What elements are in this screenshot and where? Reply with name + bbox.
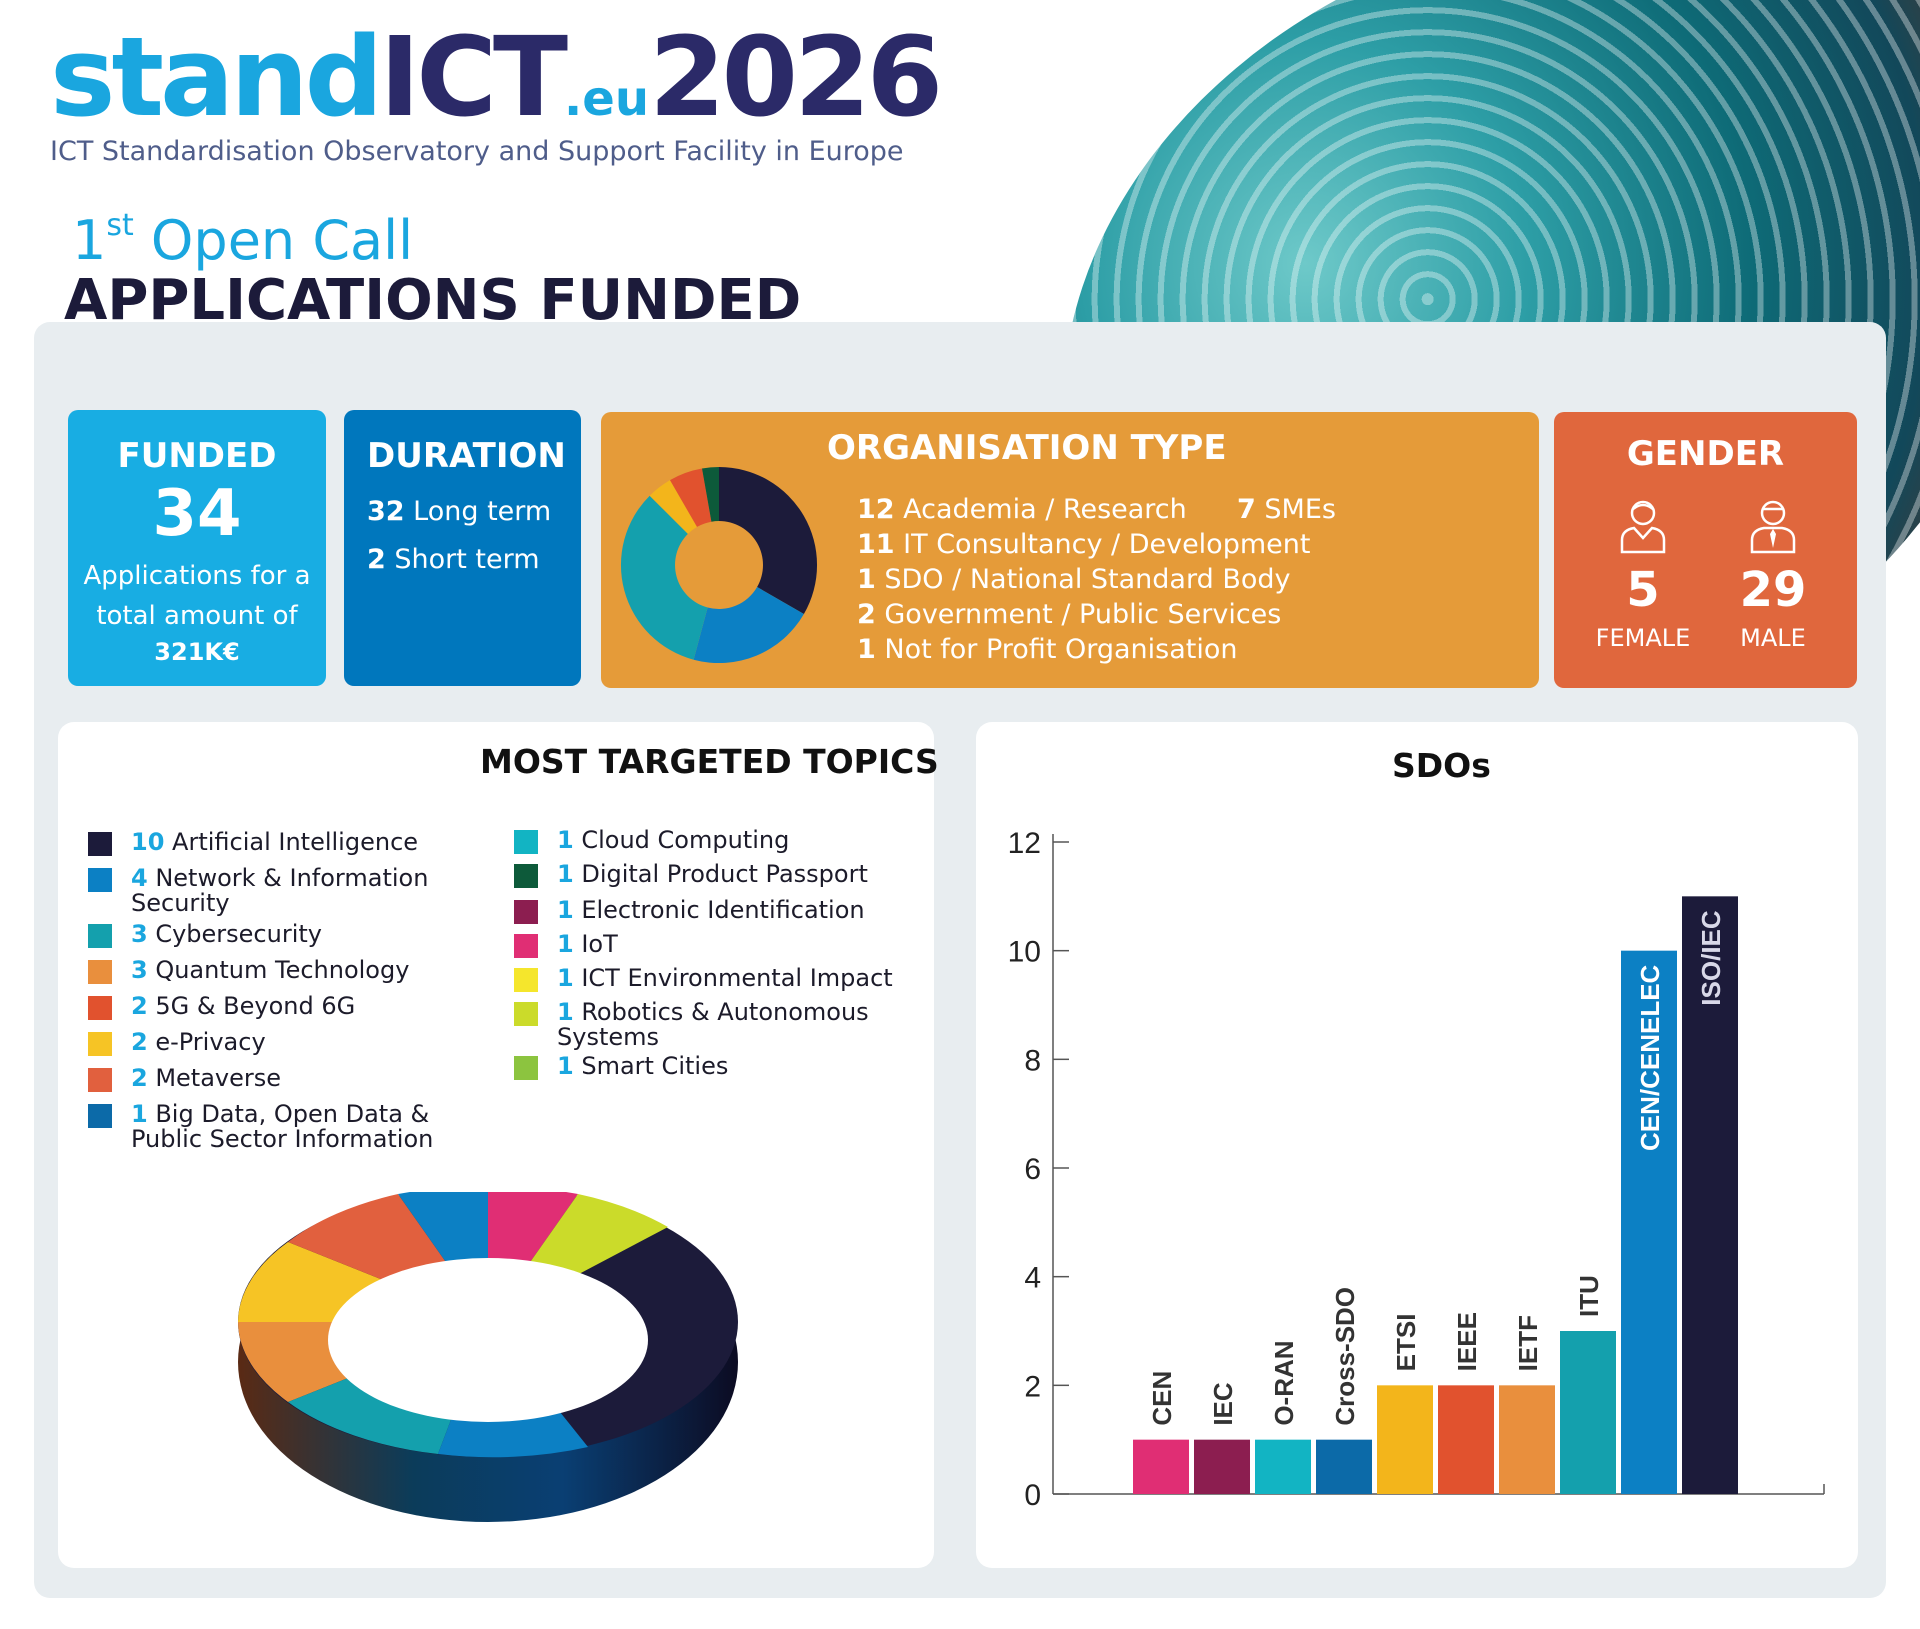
duration-title: DURATION: [367, 436, 566, 476]
funded-text: Applications for a total amount of: [83, 561, 311, 631]
sdo-bar-chart: 0 2 4 6 8 10 12 CEN IEC O-RAN Cross-SDO ETSI IEEE IET…: [1008, 827, 1825, 1512]
y-tick-label: 2: [1024, 1370, 1041, 1403]
organisation-donut-chart: [620, 467, 818, 664]
y-tick-label: 0: [1024, 1479, 1041, 1512]
duration-long-term: 32 Long term: [367, 496, 552, 527]
sdo-bar-label: CEN/CENELEC: [1635, 964, 1665, 1151]
org-item-government: 2 Government / Public Services: [857, 599, 1282, 630]
sdo-bar: [1377, 1385, 1433, 1494]
org-segment-government: [670, 468, 712, 527]
gender-title: GENDER: [1626, 434, 1785, 474]
sdo-bar: [1621, 950, 1677, 1494]
sdo-bar-label: ITU: [1574, 1275, 1604, 1317]
standict-logo[interactable]: standICT.eu2026 ICT Standardisation Obse…: [50, 13, 943, 167]
sdo-bar-label: IETF: [1513, 1315, 1543, 1371]
sdo-bar: [1255, 1439, 1311, 1494]
logo-subtitle: ICT Standardisation Observatory and Supp…: [50, 136, 904, 167]
sdo-chart-card: SDOs 0 2 4 6 8 10 12 CEN IEC O-RAN Cross-SDO ETSI IE…: [976, 722, 1858, 1568]
sdo-bar: [1682, 896, 1738, 1494]
duration-short-term: 2 Short term: [367, 544, 540, 575]
sdo-bar-label: Cross-SDO: [1330, 1287, 1360, 1426]
funded-title: FUNDED: [117, 436, 277, 476]
y-tick-label: 6: [1024, 1153, 1041, 1186]
sdo-bar-label: IEEE: [1452, 1312, 1482, 1371]
org-item-smes: 7 SMEs: [1237, 494, 1336, 525]
sdo-bar-label: ETSI: [1391, 1314, 1421, 1372]
org-segment-smes: [693, 587, 804, 664]
organisation-card: ORGANISATION TYPE 12 Academia / Research…: [601, 412, 1539, 688]
sdo-bar-label: O-RAN: [1269, 1340, 1299, 1425]
logo-wordmark: standICT.eu2026: [50, 13, 943, 141]
sdo-bar: [1560, 1331, 1616, 1494]
org-item-sdo: 1 SDO / National Standard Body: [857, 564, 1291, 595]
gender-female: 5 FEMALE: [1578, 498, 1708, 652]
org-segment-academia: [719, 467, 818, 614]
organisation-title: ORGANISATION TYPE: [827, 428, 1227, 468]
org-segment-it-consultancy: [620, 495, 708, 660]
topics-ring-chart: [238, 1192, 738, 1522]
gender-male: 29 MALE: [1708, 498, 1838, 652]
topics-title: MOST TARGETED TOPICS: [480, 742, 939, 781]
female-person-icon: [1620, 500, 1666, 554]
funded-number: 34: [152, 477, 242, 551]
gender-card: GENDER 5 FEMALE 29 MALE: [1554, 412, 1857, 688]
sdo-bar: [1133, 1439, 1189, 1494]
org-item-it-consultancy: 11 IT Consultancy / Development: [857, 529, 1311, 560]
duration-card: DURATION 32 Long term 2 Short term: [344, 410, 581, 686]
org-item-academia: 12 Academia / Research: [857, 494, 1187, 525]
y-tick-label: 10: [1008, 936, 1041, 969]
sdo-bar-label: CEN: [1147, 1371, 1177, 1426]
funded-amount: 321K€: [154, 638, 240, 666]
org-item-not-for-profit: 1 Not for Profit Organisation: [857, 634, 1238, 665]
sdo-bar: [1499, 1385, 1555, 1494]
sdo-bar-label: ISO/IEC: [1696, 910, 1726, 1006]
y-tick-label: 4: [1024, 1262, 1041, 1295]
male-person-icon: [1750, 500, 1796, 554]
org-segment-not-for-profit: [702, 467, 719, 522]
sdo-bar: [1438, 1385, 1494, 1494]
funded-card: FUNDED 34 Applications for a total amoun…: [68, 410, 326, 686]
sdo-bar: [1316, 1439, 1372, 1494]
y-tick-label: 12: [1008, 827, 1041, 860]
sdo-bar: [1194, 1439, 1250, 1494]
y-tick-label: 8: [1024, 1044, 1041, 1077]
org-segment-sdo: [649, 480, 697, 534]
open-call-heading: 1st Open Call: [72, 208, 414, 272]
sdo-chart-title: SDOs: [1392, 746, 1491, 785]
topics-card: MOST TARGETED TOPICS 10 Artificial Intel…: [58, 722, 939, 1568]
sdo-bar-label: IEC: [1208, 1382, 1238, 1426]
